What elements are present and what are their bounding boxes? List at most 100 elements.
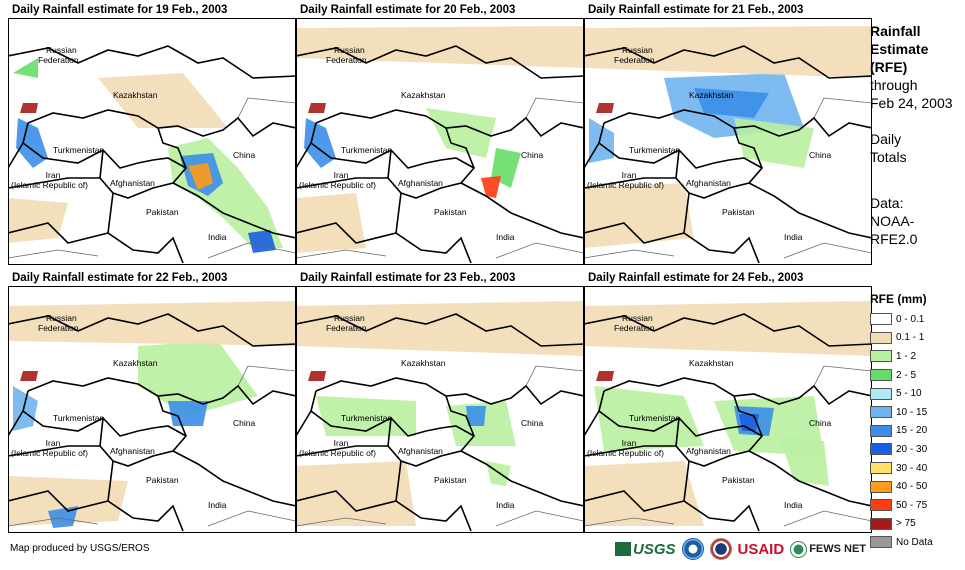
description-daily: Daily [870,131,902,147]
legend-swatch [870,331,892,344]
legend-label: 15 - 20 [896,425,928,437]
country-label: Pakistan [146,475,179,485]
rainfall-area [296,193,366,253]
country-label: China [233,418,255,428]
country-border [296,410,388,457]
country-label: Russian [334,45,365,55]
legend-label: 5 - 10 [896,388,922,400]
panel-title: Daily Rainfall estimate for 20 Feb., 200… [300,4,516,16]
country-border [683,460,760,532]
country-border [675,149,764,199]
country-label: Federation [326,55,367,65]
agency-logos: USGS USAID FEWS NET [615,538,866,560]
country-label: Pakistan [434,207,467,217]
country-border [748,182,872,239]
usgs-logo: USGS [615,541,676,558]
secondary-border [525,97,584,119]
country-label: Kazakhstan [401,90,446,100]
rainfall-area [486,461,511,486]
legend-item: > 75 [870,515,965,534]
rfe-legend: RFE (mm) 0 - 0.1 0.1 - 1 1 - 2 2 - 5 5 - 10 1… [870,292,965,552]
rainfall-map: Russian Federation Kazakhstan Turkmenistan I… [584,286,872,533]
rainfall-area [8,301,296,346]
country-label: Turkmenistan [341,413,392,423]
legend-item: 20 - 30 [870,440,965,459]
legend-swatch [870,462,892,475]
country-border [8,45,296,79]
panel-title: Daily Rainfall estimate for 22 Feb., 200… [12,272,228,284]
secondary-border [584,510,872,527]
country-label: (Islamic Republic of) [299,180,376,190]
country-border [584,142,676,189]
country-label: (Islamic Republic of) [11,180,88,190]
rainfall-map: Russian Federation Kazakhstan Turkmenistan I… [8,18,296,265]
rainfall-area [734,118,814,168]
legend-swatch [870,387,892,400]
country-label: Federation [38,323,79,333]
panel-23-feb: Daily Rainfall estimate for 23 Feb., 200… [296,272,584,533]
rainfall-area [584,461,704,526]
legend-item: 5 - 10 [870,384,965,403]
rainfall-area [13,58,38,78]
rainfall-area [589,118,614,163]
legend-swatch [870,443,892,456]
legend-swatch [870,406,892,419]
panel-19-feb: Daily Rainfall estimate for 19 Feb., 200… [8,4,296,265]
country-border [8,490,109,512]
rainfall-area [8,198,68,243]
map-description: Rainfall Estimate (RFE) through Feb 24, … [870,22,965,248]
country-border [584,490,685,512]
country-label: Afghanistan [110,178,155,188]
legend-item: No Data [870,533,965,552]
country-border [603,377,872,406]
country-label: Afghanistan [398,446,443,456]
country-border [310,390,442,437]
country-border [460,182,584,239]
panel-title: Daily Rainfall estimate for 21 Feb., 200… [588,4,804,16]
country-label: China [521,150,543,160]
panel-title: Daily Rainfall estimate for 24 Feb., 200… [588,272,804,284]
country-border [107,460,184,532]
rainfall-area [296,461,416,526]
secondary-border [584,242,872,259]
country-label: (Islamic Republic of) [11,448,88,458]
secondary-border [525,365,584,387]
country-border [172,450,296,507]
description-title-1: Rainfall [870,23,921,39]
rainfall-area [596,371,614,381]
country-label: Federation [326,323,367,333]
country-label: Afghanistan [686,178,731,188]
country-border [315,109,584,138]
map-frame [296,18,584,265]
country-label: Federation [614,55,655,65]
panel-title: Daily Rainfall estimate for 19 Feb., 200… [12,4,228,16]
rainfall-area [20,371,38,381]
secondary-border [237,97,296,119]
legend-item: 10 - 15 [870,403,965,422]
country-border [315,377,584,406]
map-frame [8,18,296,265]
country-label: Turkmenistan [53,413,104,423]
rainfall-area [584,301,872,356]
legend-label: 2 - 5 [896,369,917,381]
country-border [445,395,475,437]
country-label: Iran [622,438,637,448]
country-border [598,122,730,169]
legend-item: 15 - 20 [870,422,965,441]
map-credit: Map produced by USGS/EROS [10,543,150,554]
rainfall-area [426,108,496,158]
country-border [172,182,296,239]
legend-label: 50 - 75 [896,499,928,511]
rainfall-area [13,386,38,431]
country-border [733,395,763,437]
country-label: India [208,232,227,242]
country-label: Turkmenistan [53,145,104,155]
secondary-border [813,97,872,119]
description-title-3: (RFE) [870,59,908,75]
country-label: China [521,418,543,428]
country-label: Kazakhstan [113,90,158,100]
country-label: Iran [46,438,61,448]
